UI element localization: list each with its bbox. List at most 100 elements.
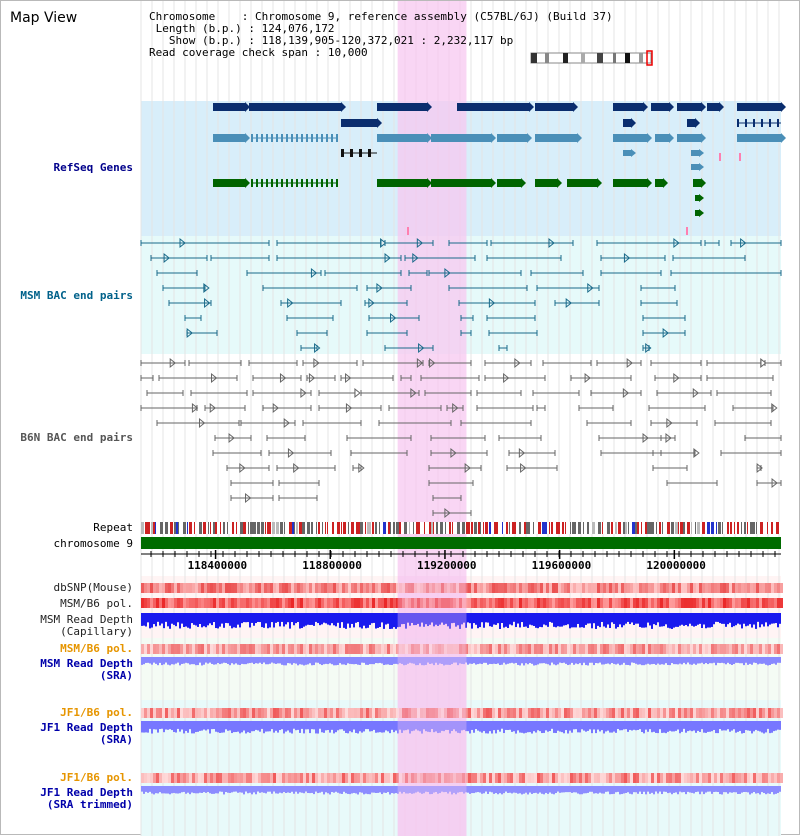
jf1-depth-sra-bar bbox=[381, 721, 383, 733]
msm-depth-sra-bar bbox=[307, 657, 309, 665]
msm-b6-pol-heat-cell bbox=[495, 598, 498, 608]
msm-depth-sra-bar bbox=[299, 657, 301, 665]
jf1-depth-trimmed-bar bbox=[575, 786, 577, 793]
jf1-depth-sra-bar bbox=[511, 721, 513, 732]
msm-depth-capillary-bar bbox=[281, 613, 283, 622]
ideogram-band bbox=[545, 53, 549, 63]
jf1-b6-pol-heat-cell bbox=[426, 773, 429, 783]
jf1-b6-pol-heat-cell bbox=[357, 773, 360, 783]
msm-depth-sra-bar bbox=[497, 657, 499, 664]
msm-b6-pol-heat-cell bbox=[600, 598, 603, 608]
msm-depth-sra-bar bbox=[343, 657, 345, 665]
dbsnp-heat-cell bbox=[723, 583, 726, 593]
dbsnp-heat-cell bbox=[687, 583, 690, 593]
jf1-b6-pol-heat-cell bbox=[699, 773, 702, 783]
jf1-depth-trimmed-bar bbox=[565, 786, 567, 793]
msm-b6-pol-heat-cell bbox=[624, 644, 627, 654]
jf1-depth-trimmed-bar bbox=[551, 786, 553, 794]
msm-depth-sra-bar bbox=[569, 657, 571, 665]
msm-b6-pol-heat-cell bbox=[201, 598, 204, 608]
jf1-depth-sra-bar bbox=[401, 721, 403, 733]
jf1-depth-sra-bar bbox=[223, 721, 225, 733]
msm-depth-sra-bar bbox=[149, 657, 151, 664]
msm-depth-sra-bar bbox=[599, 657, 601, 663]
jf1-b6-pol-heat-cell bbox=[309, 773, 312, 783]
dbsnp-heat-cell bbox=[768, 583, 771, 593]
msm-depth-sra-bar bbox=[763, 657, 765, 664]
repeat-element bbox=[471, 522, 473, 534]
jf1-depth-sra-bar bbox=[167, 721, 169, 730]
repeat-element bbox=[747, 522, 748, 534]
jf1-depth-sra-bar bbox=[295, 721, 297, 731]
msm-b6-pol-heat-cell bbox=[219, 598, 222, 608]
b6n-bac-pair-arrow bbox=[771, 477, 778, 489]
msm-depth-sra-bar bbox=[401, 657, 403, 664]
refseq-gene-exon bbox=[271, 179, 273, 187]
msm-depth-sra-bar bbox=[665, 657, 667, 664]
chromosome-value: Chromosome 9, reference assembly (C57BL/… bbox=[254, 10, 613, 23]
msm-b6-pol-heat-cell bbox=[717, 598, 720, 608]
jf1-depth-sra-bar bbox=[337, 721, 339, 731]
dbsnp-heat-cell bbox=[255, 583, 258, 593]
jf1-depth-trimmed-bar bbox=[649, 786, 651, 794]
refseq-gene-exon bbox=[350, 149, 353, 157]
jf1-b6-pol-heat-cell bbox=[591, 773, 594, 783]
msm-depth-sra-bar bbox=[333, 657, 335, 666]
refseq-gene-exon bbox=[321, 134, 323, 142]
jf1-b6-pol-heat-cell bbox=[735, 708, 738, 718]
jf1-depth-trimmed-bar bbox=[321, 786, 323, 792]
repeat-element bbox=[199, 522, 202, 534]
msm-depth-sra-bar bbox=[267, 657, 269, 665]
jf1-depth-sra-bar bbox=[609, 721, 611, 733]
msm-depth-sra-bar bbox=[327, 657, 329, 665]
msm-b6-pol-heat-cell bbox=[171, 644, 174, 654]
msm-depth-sra-bar bbox=[459, 657, 461, 664]
dbsnp-heat-cell bbox=[486, 583, 489, 593]
jf1-b6-pol-heat-cell bbox=[324, 773, 327, 783]
jf1-depth-trimmed-bar bbox=[247, 786, 249, 794]
msm-b6-pol-heat-cell bbox=[417, 598, 420, 608]
msm-depth-sra-bar bbox=[727, 657, 729, 663]
refseq-gene-exon bbox=[316, 179, 318, 187]
msm-b6-pol-heat-cell bbox=[774, 644, 777, 654]
repeat-element bbox=[187, 522, 188, 534]
jf1-depth-sra-bar bbox=[579, 721, 581, 733]
jf1-depth-sra-bar bbox=[473, 721, 475, 733]
msm-b6-pol-heat-cell bbox=[240, 598, 243, 608]
msm-b6-pol-heat-cell bbox=[339, 598, 342, 608]
axis-tick-label: 119600000 bbox=[531, 559, 592, 572]
jf1-depth-trimmed-bar bbox=[547, 786, 549, 794]
ideogram-band bbox=[639, 53, 643, 63]
jf1-b6-pol-heat-cell bbox=[522, 773, 525, 783]
jf1-depth-trimmed-bar bbox=[319, 786, 321, 793]
refseq-gene-exon bbox=[613, 134, 647, 142]
msm-depth-sra-bar bbox=[379, 657, 381, 663]
dbsnp-heat-cell bbox=[270, 583, 273, 593]
msm-b6-pol-heat-cell bbox=[321, 644, 324, 654]
jf1-b6-pol-heat-cell bbox=[405, 773, 408, 783]
jf1-depth-trimmed-bar bbox=[775, 786, 777, 794]
repeat-element bbox=[155, 522, 156, 534]
msm-b6-pol-heat-cell bbox=[297, 644, 300, 654]
msm-b6-pol-heat-cell bbox=[213, 644, 216, 654]
refseq-gene-exon bbox=[331, 179, 333, 187]
msm-bac-pair-arrow bbox=[623, 252, 631, 264]
jf1-depth-trimmed-bar bbox=[261, 786, 263, 793]
msm-depth-sra-bar bbox=[213, 657, 215, 665]
msm-depth-sra-bar bbox=[703, 657, 705, 665]
dbsnp-heat-cell bbox=[708, 583, 711, 593]
msm-b6-pol-heat-cell bbox=[552, 644, 555, 654]
msm-depth-sra-bar bbox=[183, 657, 185, 664]
msm-depth-capillary-bar bbox=[543, 613, 545, 625]
msm-b6-pol-heat-cell bbox=[609, 644, 612, 654]
msm-depth-capillary-bar bbox=[237, 613, 239, 625]
jf1-b6-pol-heat-cell bbox=[654, 773, 657, 783]
repeat-element bbox=[243, 522, 246, 534]
msm-depth-capillary-bar bbox=[525, 613, 527, 627]
msm-b6-pol-heat-cell bbox=[411, 644, 414, 654]
jf1-b6-pol-heat-cell bbox=[300, 708, 303, 718]
refseq-gene-exon bbox=[341, 149, 344, 157]
jf1-b6-pol-heat-cell bbox=[390, 708, 393, 718]
repeat-element bbox=[358, 522, 361, 534]
